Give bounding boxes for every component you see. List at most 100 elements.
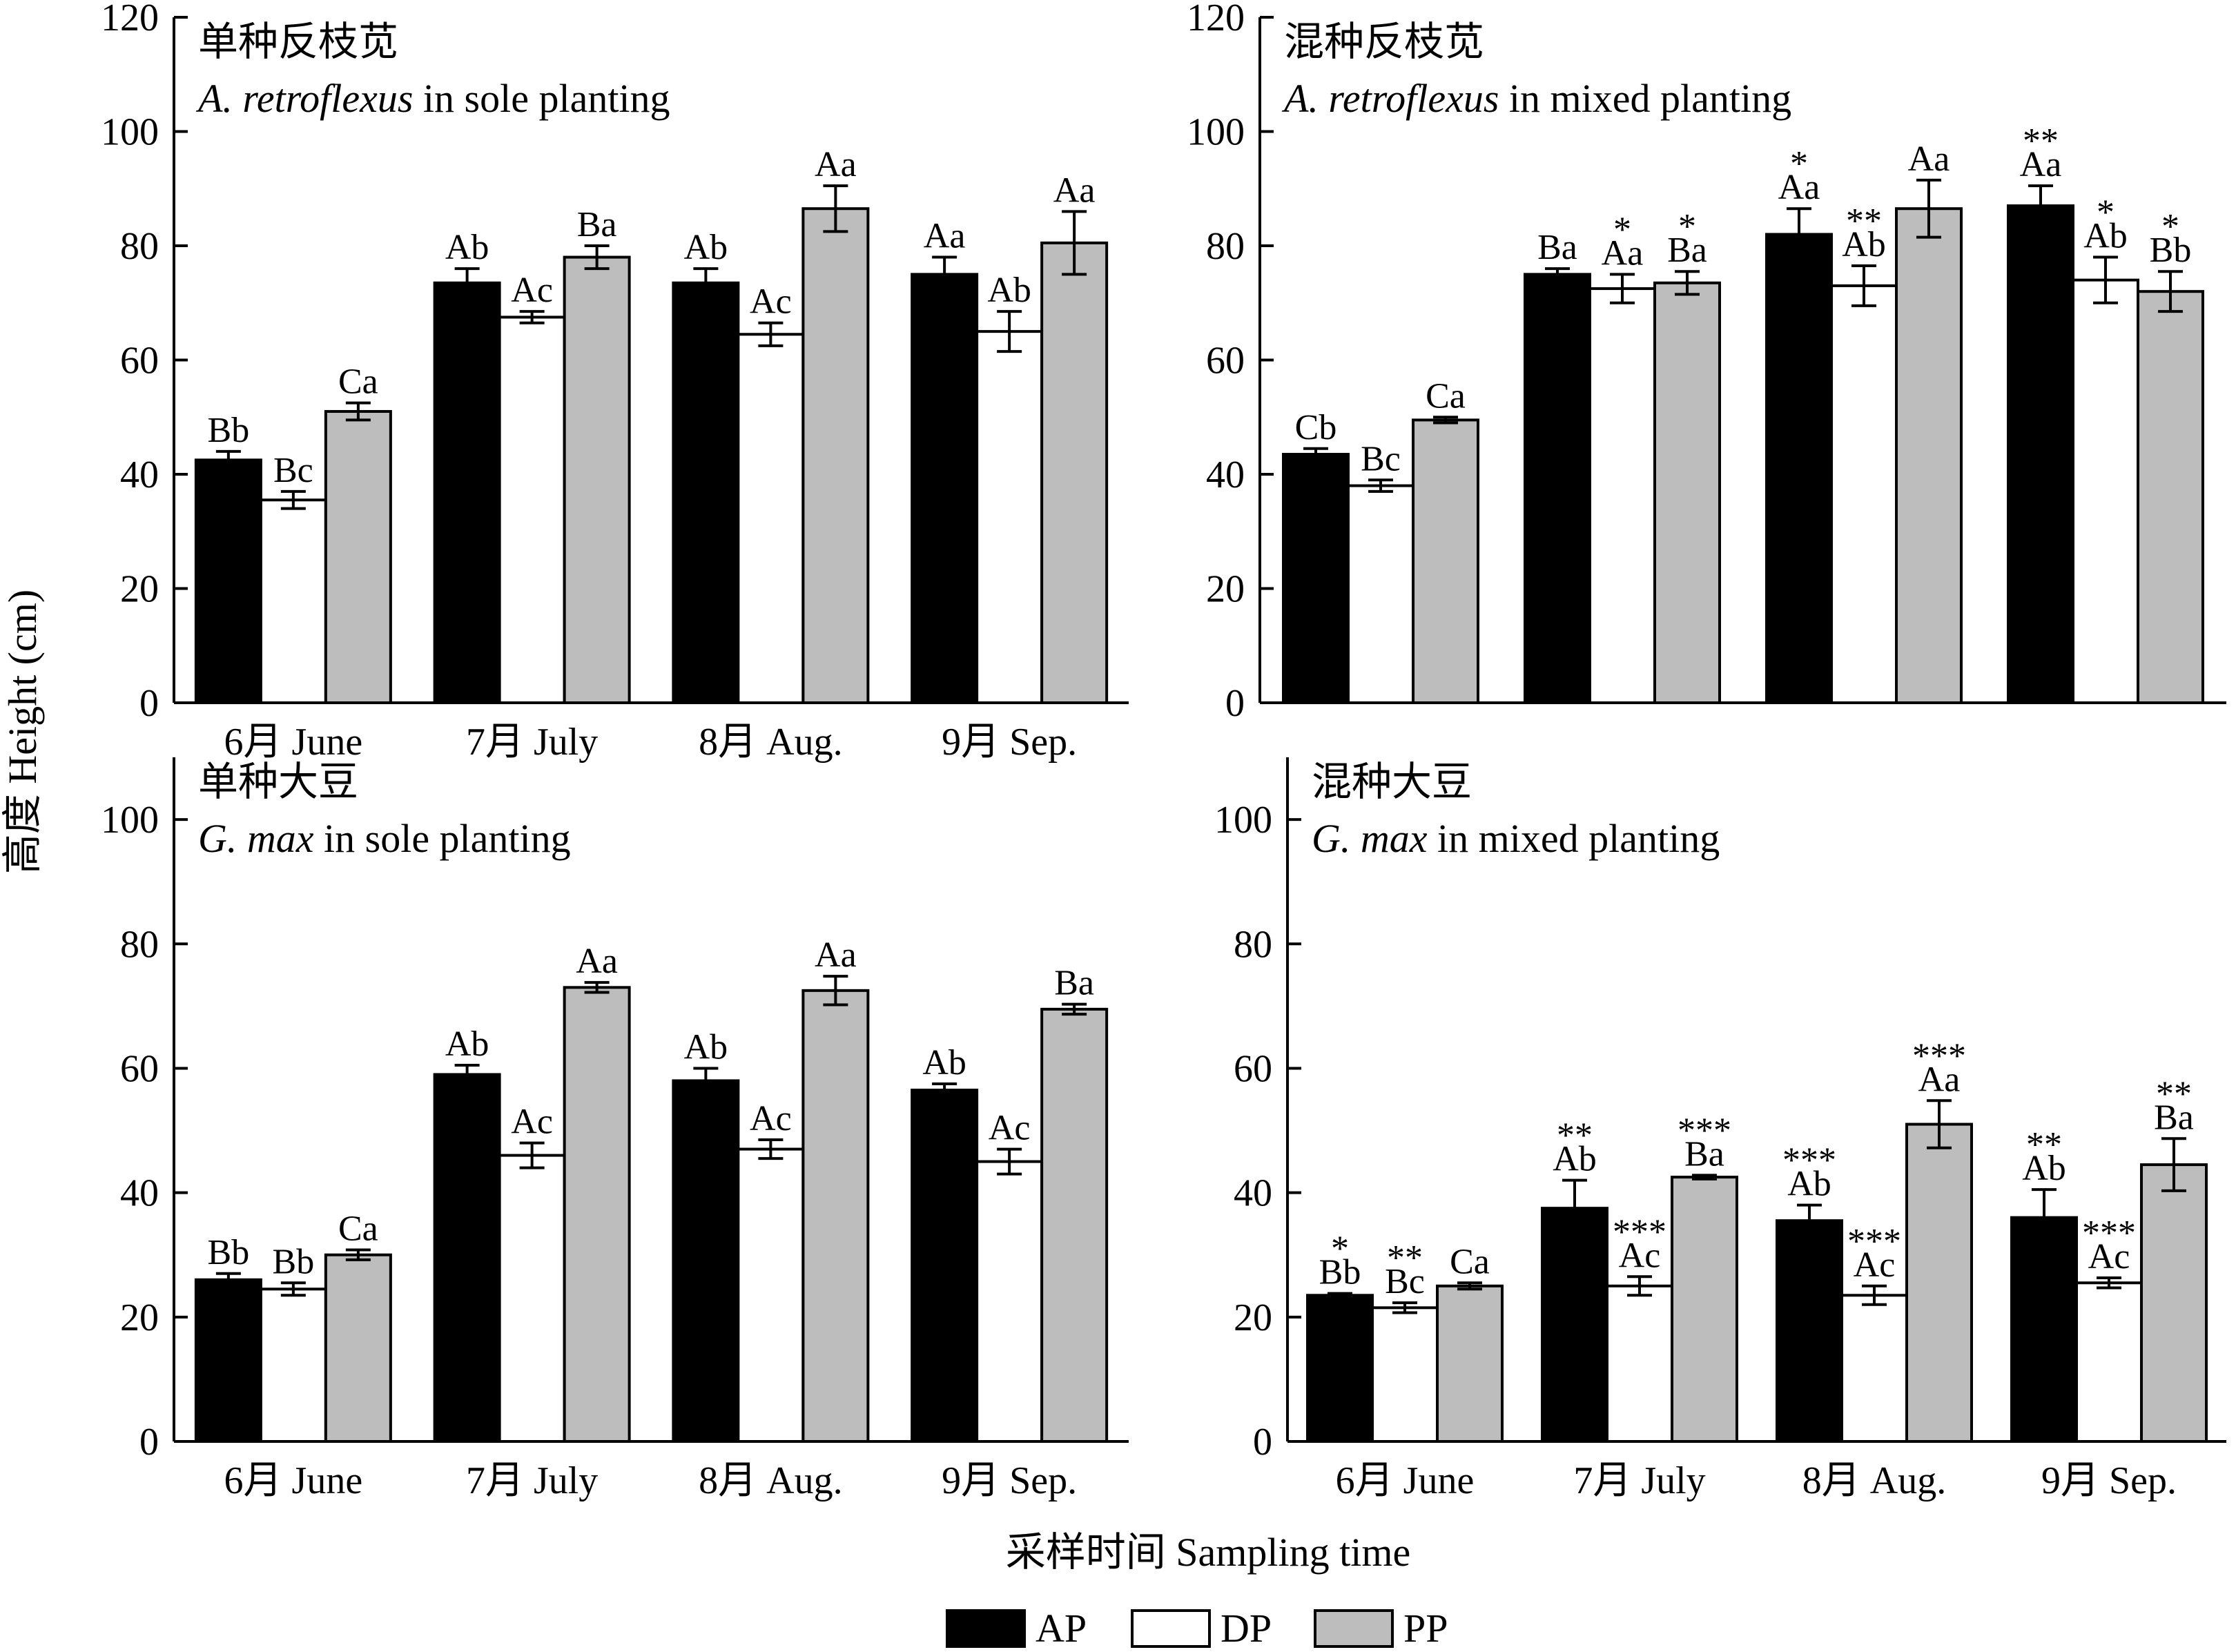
y-tick-label: 80 (120, 225, 159, 268)
bar-pp (563, 986, 631, 1443)
y-tick-label: 100 (1214, 799, 1272, 842)
legend-label-pp: PP (1403, 1606, 1448, 1651)
bar-letter-label: Aa (2020, 145, 2062, 184)
panel-title-treatment: in sole planting (413, 76, 670, 121)
bar-ap (1282, 453, 1350, 704)
bar-letter-label: Bb (208, 1233, 250, 1272)
bar-letter-label: Ac (1854, 1245, 1896, 1285)
bar-ap (2010, 1216, 2078, 1443)
bar-letter-label: Ab (922, 1043, 966, 1082)
y-tick-label: 20 (1206, 568, 1245, 611)
bar-pp (801, 989, 870, 1444)
x-category-label: 6月 June (1336, 1459, 1475, 1502)
bar-ap (911, 1088, 979, 1443)
panel-title-species: G. max (198, 816, 314, 861)
panel-title-cn: 单种大豆 (198, 759, 358, 804)
x-category-label: 6月 June (224, 1459, 363, 1502)
chart-panels: 0 20 40 60 80 100 120 单种反枝苋 A. retroflexus in so… (101, 0, 2226, 1502)
bar-dp (498, 1154, 566, 1443)
bar-pp (1040, 241, 1109, 704)
bar-letter-label: Ab (1787, 1165, 1831, 1204)
significance-stars: * (1678, 207, 1696, 246)
bar-pp (1436, 1284, 1504, 1443)
bar-letter-label: Ba (2154, 1098, 2194, 1137)
y-tick-label: 80 (1206, 225, 1245, 268)
bar-ap (433, 281, 501, 705)
bar-letter-label: Aa (576, 942, 618, 981)
panel-title-species: G. max (1312, 816, 1428, 861)
bar-ap (1541, 1207, 1608, 1443)
bar-letter-label: Bb (1319, 1253, 1361, 1292)
bar-letter-label: Aa (1778, 168, 1820, 207)
bar-letter-label: Ac (989, 1109, 1031, 1148)
bar-dp (737, 333, 805, 704)
y-tick-label: 60 (120, 340, 159, 382)
x-category-label: 8月 Aug. (699, 1459, 842, 1502)
panel-title-treatment: in mixed planting (1499, 76, 1791, 121)
legend-swatch-ap (946, 1609, 1026, 1648)
x-category-label: 9月 Sep. (942, 1459, 1077, 1502)
bar-pp (324, 409, 392, 704)
y-tick-label: 0 (1225, 682, 1245, 725)
bar-ap (194, 1278, 262, 1444)
y-tick-label: 40 (1206, 454, 1245, 496)
bar-letter-label: Ba (1054, 964, 1094, 1003)
bar-dp (1840, 1294, 1908, 1444)
bar-dp (1347, 484, 1414, 704)
bar-letter-label: Aa (815, 145, 857, 184)
bar-letter-label: Ac (1619, 1236, 1661, 1275)
bar-letter-label: Aa (1918, 1060, 1961, 1099)
bar-letter-label: Ab (445, 228, 489, 267)
bar-dp (975, 1160, 1044, 1444)
y-tick-label: 120 (1187, 0, 1245, 39)
y-axis-label: 高度 Height (cm) (0, 590, 45, 874)
bar-letter-label: Ab (2083, 217, 2128, 256)
bar-pp (2140, 1163, 2208, 1443)
panel-3: 0 20 40 60 80 100 单种大豆 G. max in sole planting B… (101, 757, 1129, 1502)
y-tick-label: 20 (120, 1296, 159, 1339)
significance-stars: ** (1846, 202, 1882, 241)
significance-stars: * (2161, 207, 2179, 246)
panel-title-species: A. retroflexus (1281, 76, 1499, 121)
y-tick-label: 0 (1253, 1421, 1272, 1464)
panel-title-species: A. retroflexus (195, 76, 413, 121)
y-tick-label: 100 (101, 111, 159, 154)
bar-ap (672, 1079, 740, 1444)
bar-ap (433, 1073, 501, 1443)
bar-letter-label: Ca (338, 1209, 378, 1249)
bar-letter-label: Ac (750, 282, 792, 322)
legend-label-ap: AP (1036, 1606, 1087, 1651)
bar-dp (259, 498, 327, 704)
bar-dp (1588, 287, 1656, 704)
bar-pp (1653, 281, 1721, 705)
significance-stars: * (1613, 210, 1631, 249)
bar-letter-label: Ca (1450, 1242, 1490, 1281)
bar-pp (1671, 1176, 1738, 1443)
panel-title-en: G. max in sole planting (198, 816, 571, 861)
bar-pp (324, 1253, 392, 1444)
bar-letter-label: Ca (338, 362, 378, 402)
bar-pp (2137, 290, 2204, 704)
y-tick-label: 120 (101, 0, 159, 39)
bar-ap (194, 458, 262, 704)
y-tick-label: 100 (101, 799, 159, 842)
significance-stars: *** (1912, 1036, 1966, 1076)
y-tick-label: 40 (1234, 1172, 1272, 1215)
significance-stars: *** (2082, 1214, 2136, 1253)
significance-stars: ** (2026, 1125, 2062, 1165)
bar-pp (1895, 207, 1963, 704)
bar-letter-label: Ba (1684, 1134, 1724, 1174)
bar-letter-label: Ac (750, 1099, 792, 1138)
y-tick-label: 20 (1234, 1296, 1272, 1339)
bar-letter-label: Aa (1602, 233, 1644, 273)
bar-letter-label: Ba (577, 205, 617, 244)
x-category-label: 9月 Sep. (942, 721, 1077, 764)
significance-stars: *** (1847, 1222, 1901, 1261)
y-tick-label: 80 (1234, 923, 1272, 966)
bar-dp (1371, 1306, 1439, 1444)
bar-dp (2072, 278, 2139, 704)
bar-ap (911, 273, 979, 704)
panel-title-treatment: in sole planting (314, 816, 571, 861)
y-tick-label: 60 (1206, 340, 1245, 382)
